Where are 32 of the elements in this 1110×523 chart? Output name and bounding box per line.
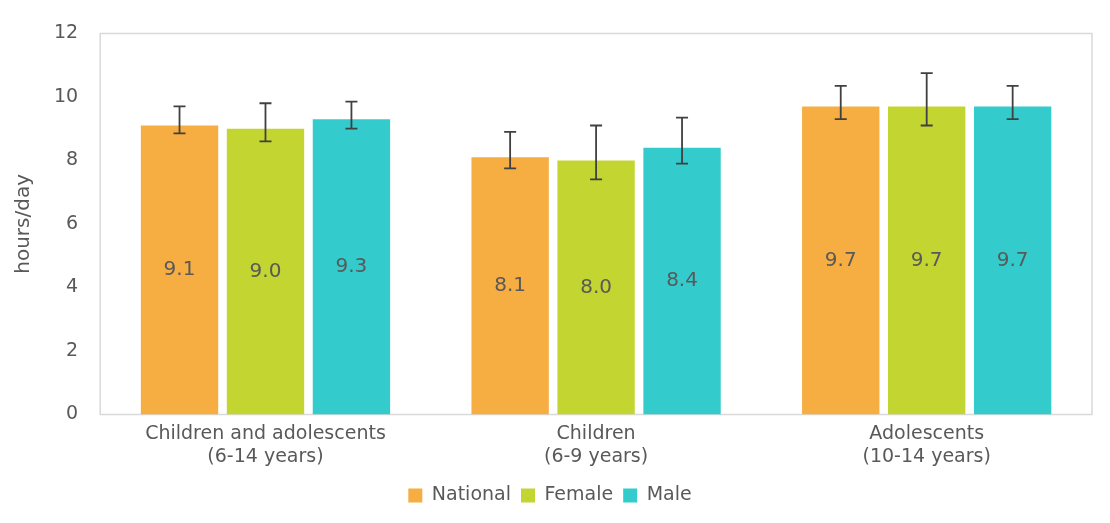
y-tick-label: 0 (66, 401, 79, 424)
y-tick-label: 8 (66, 147, 79, 170)
y-tick-label: 4 (66, 274, 79, 297)
data-label: 8.1 (494, 272, 527, 297)
y-tick-label: 2 (66, 337, 79, 360)
y-tick-label: 10 (53, 83, 79, 106)
bar (140, 125, 219, 415)
legend-label: National (431, 482, 511, 505)
bar (888, 106, 966, 415)
data-label: 9.7 (824, 246, 857, 271)
bar (557, 160, 635, 415)
data-label: 9.7 (910, 246, 943, 271)
data-label: 9.3 (335, 252, 368, 277)
y-tick-label: 12 (53, 20, 79, 43)
bar (973, 106, 1052, 415)
data-label: 8.4 (666, 267, 698, 292)
data-label: 9.1 (163, 256, 196, 281)
x-tick-label: Adolescents (10-14 years) (862, 420, 991, 466)
legend-label: Male (646, 482, 692, 505)
x-tick-label: Children and adolescents (6-14 years) (145, 420, 386, 466)
y-axis-title: hours/day (10, 173, 35, 274)
data-label: 9.0 (249, 257, 282, 282)
x-tick-label: Children (6-9 years) (543, 420, 649, 466)
bar (802, 106, 880, 415)
bar (226, 128, 305, 415)
bar (312, 119, 391, 415)
bar (471, 157, 549, 415)
data-label: 9.7 (996, 246, 1029, 271)
data-label: 8.0 (580, 273, 612, 298)
legend-label: Female (544, 482, 614, 505)
bar (643, 147, 721, 415)
y-tick-label: 6 (66, 210, 79, 233)
